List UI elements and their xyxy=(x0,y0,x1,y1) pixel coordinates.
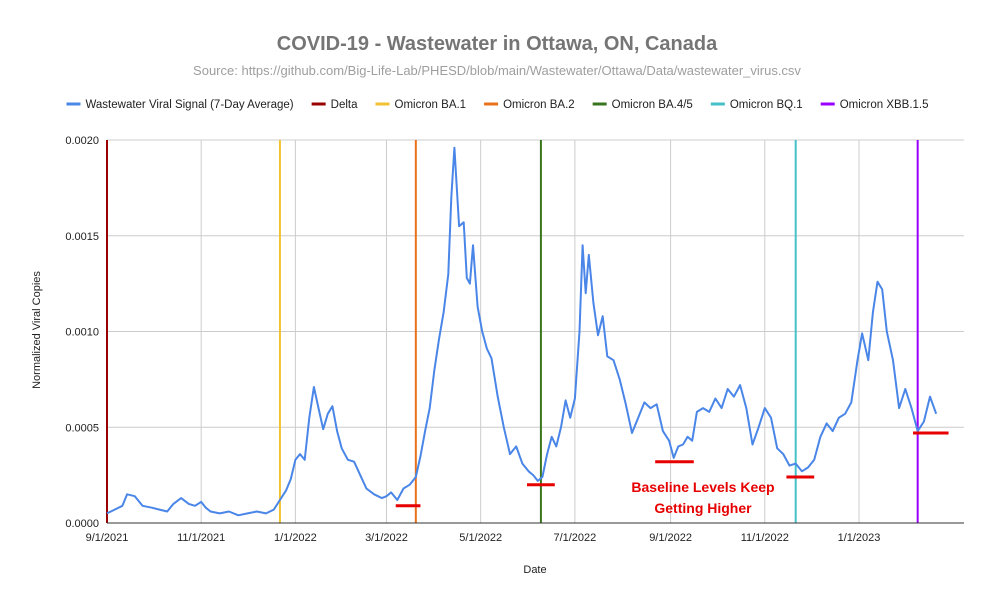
annotation-line-2: Getting Higher xyxy=(654,500,752,516)
y-tick-label: 0.0010 xyxy=(65,327,99,339)
axes: 0.0000 0.0005 0.0010 0.0015 0.0020 9/1/2021 11… xyxy=(65,135,964,544)
x-tick-label: 9/1/2021 xyxy=(86,532,129,544)
x-tick-label: 9/1/2022 xyxy=(649,532,692,544)
x-tick-label: 11/1/2021 xyxy=(177,532,225,544)
variant-lines xyxy=(106,140,919,523)
baseline-markers xyxy=(395,431,949,508)
chart-title: COVID-19 - Wastewater in Ottawa, ON, Can… xyxy=(277,33,718,55)
legend-label: Omicron XBB.1.5 xyxy=(840,99,929,111)
x-axis-title: Date xyxy=(523,564,546,576)
x-tick-label: 11/1/2022 xyxy=(741,532,789,544)
legend-label: Delta xyxy=(331,99,358,111)
series-line xyxy=(106,146,938,517)
y-tick-label: 0.0000 xyxy=(65,518,99,530)
gridlines xyxy=(106,139,964,523)
x-tick-label: 1/1/2022 xyxy=(274,532,317,544)
chart-subtitle: Source: https://github.com/Big-Life-Lab/… xyxy=(193,63,801,78)
annotation-line-1: Baseline Levels Keep xyxy=(631,479,774,495)
legend-label: Omicron BA.1 xyxy=(395,99,467,111)
legend-label: Omicron BQ.1 xyxy=(730,99,803,111)
x-tick-label: 1/1/2023 xyxy=(838,532,881,544)
legend-label: Omicron BA.4/5 xyxy=(612,99,693,111)
legend-label: Wastewater Viral Signal (7-Day Average) xyxy=(85,99,293,111)
x-tick-label: 7/1/2022 xyxy=(553,532,596,544)
legend-label: Omicron BA.2 xyxy=(503,99,575,111)
series-layer xyxy=(106,146,938,517)
y-tick-label: 0.0020 xyxy=(65,135,99,147)
y-tick-label: 0.0015 xyxy=(65,231,99,243)
x-tick-label: 5/1/2022 xyxy=(459,532,502,544)
x-tick-label: 3/1/2022 xyxy=(365,532,408,544)
legend: Wastewater Viral Signal (7-Day Average) D… xyxy=(66,99,929,111)
y-tick-label: 0.0005 xyxy=(65,422,99,434)
y-axis-title: Normalized Viral Copies xyxy=(31,271,43,389)
